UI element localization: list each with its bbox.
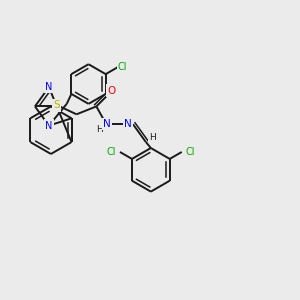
Text: Cl: Cl xyxy=(118,62,128,72)
Text: N: N xyxy=(103,119,111,129)
Text: S: S xyxy=(53,100,60,110)
Text: H: H xyxy=(149,133,156,142)
Text: H: H xyxy=(96,125,103,134)
Text: Cl: Cl xyxy=(106,147,116,157)
Text: N: N xyxy=(45,121,52,130)
Text: N: N xyxy=(124,119,132,129)
Text: O: O xyxy=(107,85,115,96)
Text: N: N xyxy=(45,82,52,92)
Text: Cl: Cl xyxy=(186,147,195,157)
